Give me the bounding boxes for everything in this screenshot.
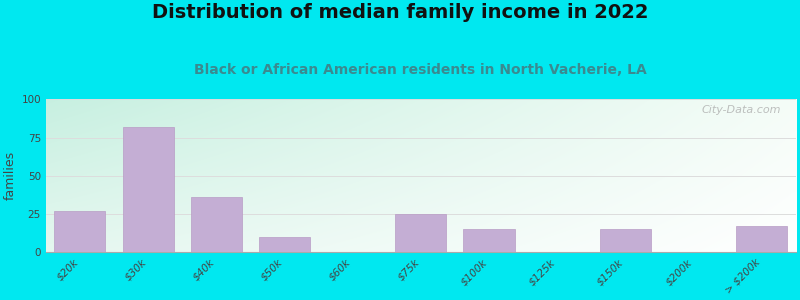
Bar bbox=[54, 211, 106, 252]
Bar bbox=[395, 214, 446, 252]
Text: City-Data.com: City-Data.com bbox=[702, 106, 781, 116]
Bar bbox=[736, 226, 787, 252]
Y-axis label: families: families bbox=[4, 151, 17, 200]
Bar bbox=[190, 197, 242, 252]
Bar bbox=[600, 230, 651, 252]
Bar bbox=[122, 127, 174, 252]
Title: Black or African American residents in North Vacherie, LA: Black or African American residents in N… bbox=[194, 63, 647, 77]
Text: Distribution of median family income in 2022: Distribution of median family income in … bbox=[152, 3, 648, 22]
Bar bbox=[463, 230, 514, 252]
Bar bbox=[259, 237, 310, 252]
